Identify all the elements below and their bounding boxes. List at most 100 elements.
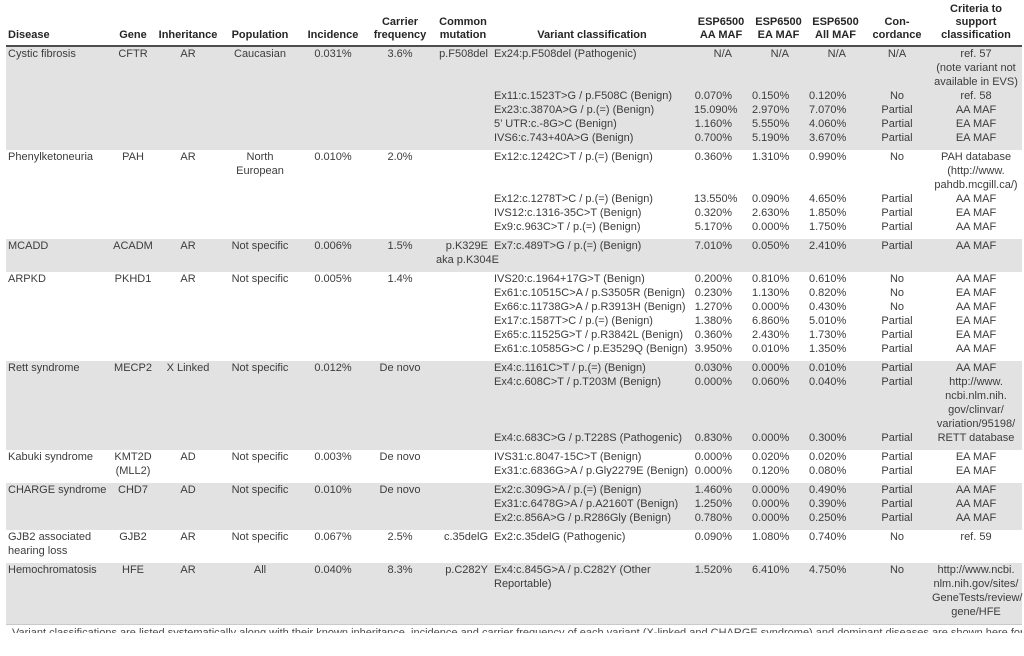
population-cell: Not specific bbox=[231, 273, 289, 285]
concordance-cell: Partial bbox=[864, 103, 930, 117]
ea-maf-cell: 0.050% bbox=[750, 239, 807, 272]
variant-row: IVS12:c.1316-35C>T (Benign) 0.320% 2.630% 1… bbox=[6, 206, 1022, 220]
population-cell: Not specific bbox=[231, 451, 289, 463]
col-header-inheritance: Inheritance bbox=[156, 3, 220, 47]
variant-classification-cell: Ex4:c.608C>T / p.T203M (Benign) bbox=[492, 375, 692, 431]
concordance-cell: No bbox=[889, 151, 905, 163]
concordance-cell: No bbox=[889, 301, 905, 313]
aa-maf-cell: 13.550% bbox=[694, 193, 738, 205]
concordance-cell: No bbox=[864, 89, 930, 103]
incidence-cell: 0.031% bbox=[300, 46, 366, 150]
variant-row: Cystic fibrosis CFTR AR Caucasian 0.031% 3.6%… bbox=[6, 46, 1022, 150]
concordance-cell: Partial bbox=[864, 483, 930, 497]
all-maf-cell: 1.850% bbox=[809, 207, 847, 219]
carrier-frequency-cell: 3.6% bbox=[366, 46, 434, 150]
gene-cell: ACADM bbox=[110, 239, 156, 272]
all-maf-cell: 0.610% bbox=[809, 273, 847, 285]
disease-cell: Hemochromatosis bbox=[6, 563, 110, 625]
variant-row: GJB2 associated hearing loss GJB2 AR Not sp… bbox=[6, 530, 1022, 563]
variant-row: ARPKD PKHD1 AR Not specific 0.005% 1.4% IVS20:… bbox=[6, 272, 1022, 286]
ea-maf-cell: 0.060% bbox=[750, 375, 807, 431]
concordance-cell: No bbox=[864, 563, 930, 625]
concordance-cell: Partial bbox=[864, 375, 930, 431]
criteria-cell: AA MAF bbox=[930, 511, 1022, 530]
all-maf-cell: 0.740% bbox=[809, 531, 847, 543]
col-header-gene: Gene bbox=[110, 3, 156, 47]
ea-maf-cell: 0.000% bbox=[750, 431, 807, 450]
variant-classification-cell: Ex31:c.6836G>A / p.Gly2279E (Benign) bbox=[494, 465, 689, 477]
aa-maf-cell: 1.250% bbox=[692, 497, 750, 511]
ea-maf-cell: 0.150% bbox=[750, 89, 807, 103]
variant-row: Ex61:c.10585G>C / p.E3529Q (Benign) 3.950… bbox=[6, 342, 1022, 361]
disease-cell: MCADD bbox=[6, 239, 110, 272]
aa-maf-cell: 3.950% bbox=[694, 343, 732, 355]
ea-maf-cell: 2.630% bbox=[752, 207, 790, 219]
header-row: Disease Gene Inheritance Population Inci… bbox=[6, 3, 1022, 47]
ea-maf-cell: 2.430% bbox=[752, 329, 790, 341]
disease-cell: Phenylketoneuria bbox=[8, 151, 94, 163]
all-maf-cell: 4.650% bbox=[809, 193, 847, 205]
carrier-frequency-cell: De novo bbox=[379, 451, 421, 463]
gene-cell: HFE bbox=[110, 563, 156, 625]
all-maf-cell: 0.040% bbox=[807, 375, 864, 431]
all-maf-cell: 7.070% bbox=[807, 103, 864, 117]
variant-classification-cell: Ex11:c.1523T>G / p.F508C (Benign) bbox=[492, 89, 692, 103]
ea-maf-cell: 0.000% bbox=[752, 301, 790, 313]
all-maf-cell: 3.670% bbox=[807, 131, 864, 150]
variant-classification-table: Disease Gene Inheritance Population Inci… bbox=[6, 3, 1022, 625]
common-mutation-cell bbox=[434, 361, 492, 450]
incidence-cell: 0.040% bbox=[300, 563, 366, 625]
all-maf-cell: 1.350% bbox=[809, 343, 847, 355]
concordance-cell: Partial bbox=[881, 221, 913, 233]
all-maf-cell: N/A bbox=[807, 46, 864, 89]
concordance-cell: Partial bbox=[864, 361, 930, 375]
variant-row: Ex11:c.1523T>G / p.F508C (Benign) 0.070% 0… bbox=[6, 89, 1022, 103]
aa-maf-cell: 7.010% bbox=[692, 239, 750, 272]
variant-classification-cell: IVS12:c.1316-35C>T (Benign) bbox=[494, 207, 642, 219]
criteria-cell: AA MAF bbox=[930, 361, 1022, 375]
ea-maf-cell: 6.410% bbox=[750, 563, 807, 625]
ea-maf-cell: 0.010% bbox=[752, 343, 790, 355]
concordance-cell: No bbox=[889, 287, 905, 299]
all-maf-cell: 0.010% bbox=[807, 361, 864, 375]
common-mutation-cell bbox=[434, 272, 492, 361]
variant-classification-cell: IVS20:c.1964+17G>T (Benign) bbox=[494, 273, 645, 285]
ea-maf-cell: 5.550% bbox=[750, 117, 807, 131]
incidence-cell: 0.005% bbox=[314, 273, 352, 285]
aa-maf-cell: 1.460% bbox=[692, 483, 750, 497]
variant-classification-cell: Ex2:c.35delG (Pathogenic) bbox=[494, 531, 626, 543]
variant-row: Ex23:c.3870A>G / p.(=) (Benign) 15.090% 2.… bbox=[6, 103, 1022, 117]
ea-maf-cell: 0.090% bbox=[752, 193, 790, 205]
concordance-cell: Partial bbox=[864, 239, 930, 272]
ea-maf-cell: 1.310% bbox=[752, 151, 790, 163]
concordance-cell: Partial bbox=[881, 329, 913, 341]
variant-classification-cell: IVS6:c.743+40A>G (Benign) bbox=[492, 131, 692, 150]
aa-maf-cell: 0.830% bbox=[692, 431, 750, 450]
all-maf-cell: 5.010% bbox=[809, 315, 847, 327]
carrier-frequency-cell: 2.0% bbox=[387, 151, 413, 163]
carrier-frequency-cell: 1.5% bbox=[366, 239, 434, 272]
concordance-cell: Partial bbox=[881, 315, 913, 327]
all-maf-cell: 0.250% bbox=[807, 511, 864, 530]
all-maf-cell: 4.060% bbox=[807, 117, 864, 131]
inheritance-cell: AR bbox=[180, 273, 196, 285]
ea-maf-cell: 0.020% bbox=[752, 451, 790, 463]
criteria-cell: EA MAF bbox=[955, 465, 997, 477]
aa-maf-cell: 0.000% bbox=[692, 375, 750, 431]
table-footnote: Variant classifications are listed syste… bbox=[12, 627, 1022, 633]
col-header-variant-classification: Variant classification bbox=[492, 3, 692, 47]
concordance-cell: No bbox=[889, 531, 905, 543]
variant-classification-cell: Ex4:c.683C>G / p.T228S (Pathogenic) bbox=[492, 431, 692, 450]
aa-maf-cell: 0.070% bbox=[692, 89, 750, 103]
variant-classification-cell: Ex4:c.845G>A / p.C282Y (Other Reportable… bbox=[492, 563, 692, 625]
concordance-cell: Partial bbox=[864, 497, 930, 511]
criteria-cell: AA MAF bbox=[955, 343, 997, 355]
criteria-cell: EA MAF bbox=[955, 315, 997, 327]
concordance-cell: Partial bbox=[881, 343, 913, 355]
all-maf-cell: 4.750% bbox=[807, 563, 864, 625]
aa-maf-cell: 0.230% bbox=[694, 287, 732, 299]
gene-cell: PAH bbox=[122, 151, 144, 163]
ea-maf-cell: 0.810% bbox=[752, 273, 790, 285]
aa-maf-cell: 0.000% bbox=[694, 465, 732, 477]
col-header-esp6500-ea-maf: ESP6500 EA MAF bbox=[750, 3, 807, 47]
